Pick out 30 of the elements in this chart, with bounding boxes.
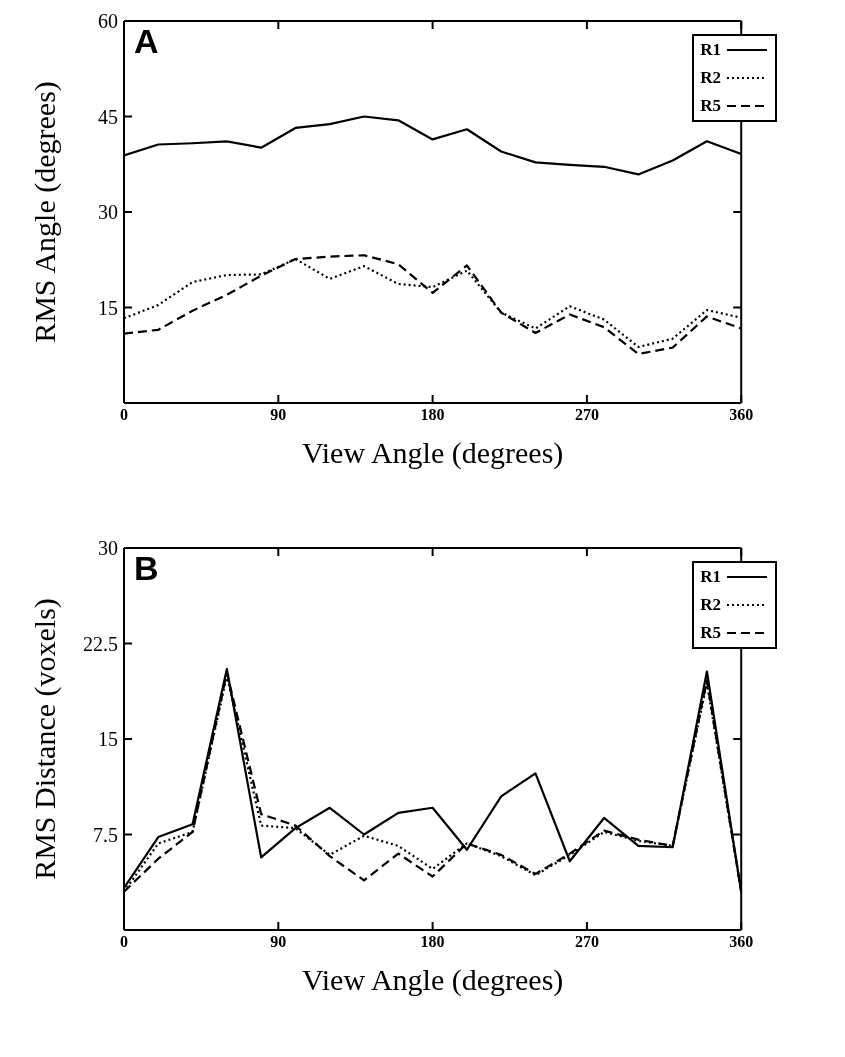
y-tick-label: 15 xyxy=(98,728,118,751)
y-tick-label: 60 xyxy=(98,10,118,33)
x-tick-label: 90 xyxy=(270,406,287,424)
chart-title: B xyxy=(134,549,159,588)
y-tick-label: 15 xyxy=(98,296,118,319)
y-tick-label: 22.5 xyxy=(83,632,118,655)
x-axis-title: View Angle (degrees) xyxy=(301,963,564,997)
y-tick-label: 45 xyxy=(98,105,118,128)
x-tick-label: 0 xyxy=(120,406,128,424)
x-tick-label: 180 xyxy=(420,933,445,951)
y-tick-label: 30 xyxy=(98,201,118,224)
x-tick-label: 360 xyxy=(729,406,754,424)
legend-label: R1 xyxy=(700,40,721,60)
legend-label: R2 xyxy=(700,595,721,615)
chart-title: A xyxy=(134,22,159,61)
legend-label: R2 xyxy=(700,68,721,88)
legend-label: R1 xyxy=(700,567,721,587)
x-tick-label: 90 xyxy=(270,933,287,951)
x-tick-label: 360 xyxy=(729,933,754,951)
x-tick-label: 180 xyxy=(420,406,445,424)
y-tick-label: 30 xyxy=(98,537,118,560)
y-axis-title: RMS Distance (voxels) xyxy=(27,598,62,880)
legend-label: R5 xyxy=(700,623,721,643)
y-tick-label: 7.5 xyxy=(93,823,118,846)
legend-label: R5 xyxy=(700,96,721,116)
x-tick-label: 270 xyxy=(574,406,599,424)
y-axis-title: RMS Angle (degrees) xyxy=(27,81,62,343)
x-tick-label: 0 xyxy=(120,933,128,951)
x-axis-title: View Angle (degrees) xyxy=(301,436,564,470)
x-tick-label: 270 xyxy=(574,933,599,951)
